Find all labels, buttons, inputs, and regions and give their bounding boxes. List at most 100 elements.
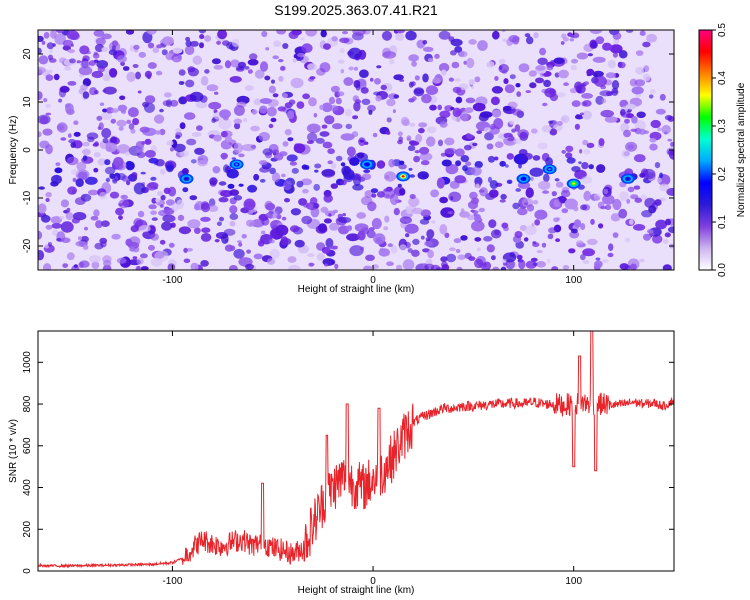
spectral-blob xyxy=(478,207,485,213)
x-tick-label: -100 xyxy=(162,576,182,587)
spectral-blob xyxy=(346,225,353,231)
spectral-blob xyxy=(455,109,463,116)
spectral-blob xyxy=(38,55,49,65)
spectral-blob xyxy=(219,216,224,222)
spectral-blob xyxy=(484,132,494,141)
spectral-blob xyxy=(478,189,485,193)
spectral-blob xyxy=(532,155,541,161)
spectral-blob xyxy=(320,30,327,38)
spectral-blob xyxy=(296,101,305,109)
spectral-blob xyxy=(460,155,470,163)
spectral-blob xyxy=(586,238,598,246)
spectral-blob xyxy=(284,129,292,136)
spectral-blob xyxy=(626,113,634,119)
spectral-blob xyxy=(470,166,482,176)
spectral-blob xyxy=(93,167,99,173)
spectral-blob xyxy=(71,169,79,176)
spectral-blob xyxy=(280,236,289,246)
spectral-blob xyxy=(150,176,157,181)
spectral-blob xyxy=(591,41,598,49)
spectral-blob xyxy=(501,259,507,264)
spectral-blob xyxy=(500,266,507,270)
spectral-blob xyxy=(214,239,220,243)
spectral-blob xyxy=(60,221,74,233)
spectral-blob xyxy=(414,150,420,154)
spectral-blob xyxy=(272,149,280,155)
spectral-blob xyxy=(360,87,369,94)
spectral-blob xyxy=(220,152,228,160)
spectral-blob xyxy=(624,118,630,124)
spectral-blob xyxy=(648,94,654,99)
spectral-blob xyxy=(529,82,537,89)
spectral-blob xyxy=(166,199,175,206)
spectral-blob xyxy=(325,238,334,248)
spectral-blob xyxy=(82,141,90,147)
spectral-blob xyxy=(588,164,594,170)
spectral-blob xyxy=(272,93,279,98)
spectrogram-x-label: Height of straight line (km) xyxy=(298,284,415,295)
spectral-blob xyxy=(512,36,520,45)
spectral-blob xyxy=(211,118,216,124)
spectral-blob xyxy=(76,60,82,64)
spectral-blob xyxy=(67,186,77,195)
spectral-blob xyxy=(38,203,47,214)
spectral-blob xyxy=(189,91,204,102)
spectral-blob xyxy=(155,130,162,135)
spectral-blob xyxy=(162,214,176,223)
spectral-blob xyxy=(291,30,302,36)
spectral-blob xyxy=(439,121,448,128)
spectral-blob xyxy=(670,141,674,147)
spectral-blob xyxy=(330,85,340,93)
colorbar-ticks: 0.0 0.1 0.2 0.3 0.4 0.5 xyxy=(712,23,728,277)
spectral-blob xyxy=(623,129,631,138)
spectral-blob xyxy=(413,155,420,163)
spectral-blob xyxy=(501,30,506,33)
spectral-blob xyxy=(179,122,186,130)
spectral-blob xyxy=(234,122,241,130)
spectral-blob xyxy=(45,74,54,81)
spectral-blob xyxy=(426,136,436,147)
spectral-blob xyxy=(163,187,171,194)
spectral-blob xyxy=(517,129,529,139)
spectral-blob xyxy=(177,214,185,221)
spectral-blob xyxy=(54,167,63,174)
spectral-blob xyxy=(171,203,180,212)
spectral-blob xyxy=(659,93,666,101)
spectral-blob xyxy=(558,195,565,203)
spectral-blob xyxy=(642,73,651,82)
spectral-blob xyxy=(111,233,121,240)
spectral-blob xyxy=(373,91,381,96)
spectral-blob xyxy=(110,118,117,124)
spectral-blob xyxy=(299,37,305,41)
spectral-blob xyxy=(290,208,301,216)
spectral-blob xyxy=(525,187,534,198)
spectral-blob xyxy=(273,153,284,161)
spectral-blob xyxy=(471,197,479,205)
figure-title: S199.2025.363.07.41.R21 xyxy=(274,2,438,18)
spectral-blob xyxy=(330,162,337,169)
spectral-blob xyxy=(602,194,615,205)
spectral-blob xyxy=(324,263,329,267)
spectral-blob xyxy=(525,90,532,94)
spectral-blob xyxy=(560,189,571,198)
peak-center xyxy=(522,177,525,180)
spectral-blob xyxy=(194,147,205,155)
spectral-blob xyxy=(353,80,361,88)
spectral-blob xyxy=(589,30,603,35)
spectral-blob xyxy=(196,125,203,131)
snr-y-label: SNR (10 * v/v) xyxy=(8,419,19,483)
y-tick-label: 400 xyxy=(22,479,33,496)
spectral-blob xyxy=(99,102,105,106)
spectral-blob xyxy=(287,256,297,263)
spectral-blob xyxy=(120,194,128,200)
spectral-blob xyxy=(154,250,169,262)
spectral-blob xyxy=(511,108,522,116)
spectral-blob xyxy=(313,113,318,118)
spectral-blob xyxy=(435,267,443,270)
spectral-blob xyxy=(490,96,500,106)
spectral-blob xyxy=(509,120,515,125)
spectral-blob xyxy=(301,43,313,53)
spectral-blob xyxy=(626,198,631,204)
y-tick-label: 0 xyxy=(22,147,33,153)
spectral-blob xyxy=(66,156,79,166)
